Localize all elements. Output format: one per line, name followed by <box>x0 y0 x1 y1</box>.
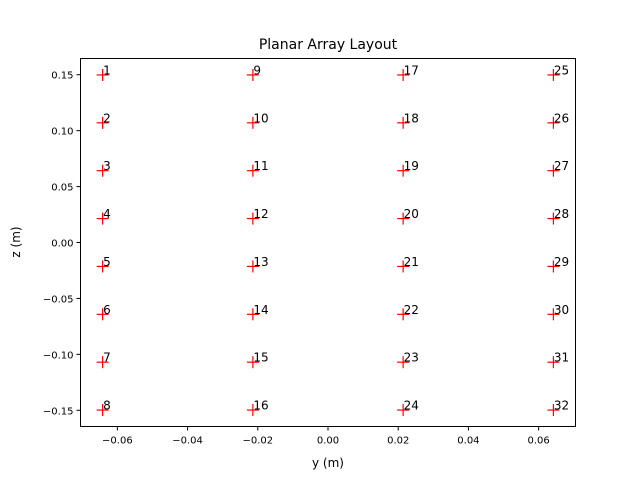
element-index-label: 20 <box>404 207 419 221</box>
y-tick-label: 0.05 <box>51 183 73 194</box>
element-index-label: 18 <box>404 111 419 125</box>
element-index-label: 23 <box>404 351 419 365</box>
element-index-label: 19 <box>404 159 419 173</box>
element-index-label: 26 <box>554 111 569 125</box>
chart-title: Planar Array Layout <box>259 37 398 53</box>
x-axis-label: y (m) <box>312 456 344 470</box>
y-tick-label: −0.05 <box>43 294 74 305</box>
element-index-label: 14 <box>253 303 268 317</box>
element-index-label: 12 <box>253 207 268 221</box>
x-tick-label: −0.04 <box>172 436 203 447</box>
element-index-label: 2 <box>103 111 111 125</box>
y-tick-label: −0.15 <box>43 406 74 417</box>
x-tick-label: −0.02 <box>242 436 273 447</box>
element-index-label: 4 <box>103 207 111 221</box>
element-index-label: 31 <box>554 351 569 365</box>
element-index-label: 22 <box>404 303 419 317</box>
element-index-label: 24 <box>404 399 419 413</box>
y-tick-label: 0.15 <box>51 71 73 82</box>
element-index-label: 10 <box>253 111 268 125</box>
y-tick-label: −0.10 <box>43 350 74 361</box>
element-index-label: 11 <box>253 159 268 173</box>
element-index-label: 8 <box>103 399 111 413</box>
element-index-label: 25 <box>554 63 569 77</box>
y-axis-label: z (m) <box>9 226 23 257</box>
element-index-label: 27 <box>554 159 569 173</box>
element-index-label: 15 <box>253 351 268 365</box>
x-tick-label: 0.02 <box>387 436 409 447</box>
element-index-label: 32 <box>554 399 569 413</box>
element-index-label: 21 <box>404 255 419 269</box>
element-index-label: 1 <box>103 63 111 77</box>
element-index-label: 3 <box>103 159 111 173</box>
element-index-label: 30 <box>554 303 569 317</box>
element-index-label: 7 <box>103 351 111 365</box>
element-index-label: 29 <box>554 255 569 269</box>
y-tick-label: 0.00 <box>51 239 73 250</box>
element-index-label: 6 <box>103 303 111 317</box>
element-index-label: 5 <box>103 255 111 269</box>
element-index-label: 17 <box>404 63 419 77</box>
x-tick-label: −0.06 <box>102 436 133 447</box>
x-tick-label: 0.06 <box>528 436 550 447</box>
x-tick-label: 0.04 <box>457 436 479 447</box>
x-tick-label: 0.00 <box>317 436 339 447</box>
y-tick-label: 0.10 <box>51 127 73 138</box>
element-index-label: 9 <box>253 63 261 77</box>
element-index-label: 13 <box>253 255 268 269</box>
element-index-label: 16 <box>253 399 268 413</box>
element-index-label: 28 <box>554 207 569 221</box>
